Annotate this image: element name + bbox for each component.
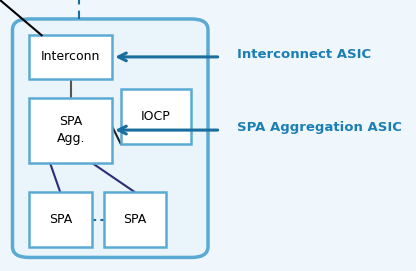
FancyBboxPatch shape (12, 19, 208, 257)
Text: SPA: SPA (124, 213, 147, 226)
Text: Interconn: Interconn (41, 50, 100, 63)
Bar (121, 89, 191, 144)
Text: SPA
Agg.: SPA Agg. (57, 115, 85, 145)
Bar (29, 192, 92, 247)
Text: IOCP: IOCP (141, 110, 171, 123)
Bar (29, 98, 112, 163)
Bar (29, 35, 112, 79)
Bar (104, 192, 166, 247)
Text: SPA Aggregation ASIC: SPA Aggregation ASIC (237, 121, 402, 134)
Text: Interconnect ASIC: Interconnect ASIC (237, 48, 371, 61)
Text: SPA: SPA (49, 213, 72, 226)
